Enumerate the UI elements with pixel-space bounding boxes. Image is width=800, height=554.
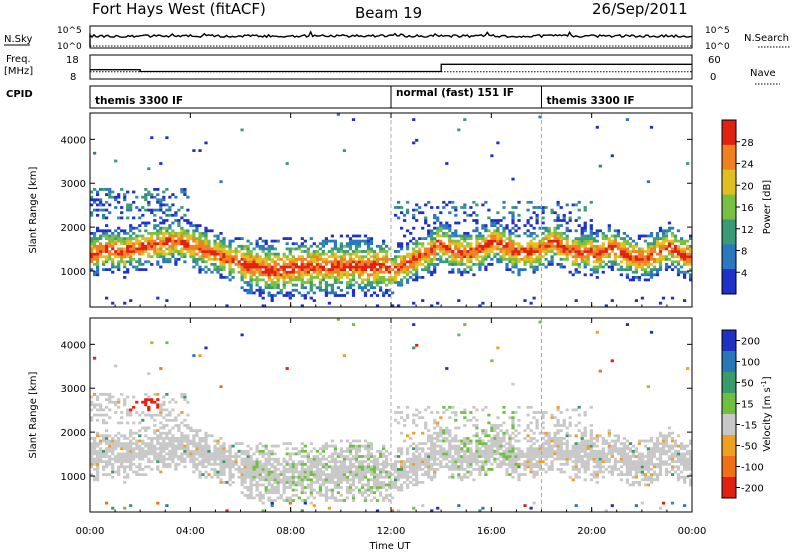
freq-right-tick-top: 60 bbox=[708, 55, 721, 66]
x-tick-label: 16:00 bbox=[477, 526, 506, 537]
velocity-colorbar-label: Velocity [m s-1] bbox=[760, 376, 773, 451]
cpid-mode-1: themis 3300 IF bbox=[95, 95, 183, 107]
power-y-ticks: 1000 2000 3000 4000 bbox=[61, 135, 692, 278]
velocity-ylabel: Slant Range [km] bbox=[28, 371, 39, 458]
cpid-strip: themis 3300 IF normal (fast) 151 IF them… bbox=[89, 85, 693, 109]
x-axis-label: Time UT bbox=[368, 541, 411, 552]
power-data-cells bbox=[90, 113, 693, 308]
noise-left-tick-bottom: 10^0 bbox=[57, 42, 82, 52]
velocity-panel: 1000 2000 3000 4000 00:00 04:00 08:00 12:00 16:… bbox=[28, 113, 706, 552]
noise-panel: 10^5 10^0 10^5 10^0 bbox=[57, 25, 730, 52]
x-tick-label: 20:00 bbox=[577, 526, 606, 537]
colorbar-tick-label: 8 bbox=[741, 247, 747, 258]
colorbar-tick-label: 15 bbox=[741, 400, 754, 411]
power-colorbar: 28 24 20 16 12 8 4 Power [dB] bbox=[721, 119, 773, 295]
y-tick-label: 1000 bbox=[61, 267, 86, 278]
cpid-mode-2: normal (fast) 151 IF bbox=[396, 87, 514, 99]
y-tick-label: 1000 bbox=[61, 472, 86, 483]
colorbar-tick-label: -15 bbox=[741, 421, 757, 432]
colorbar-tick-label: -100 bbox=[741, 463, 764, 474]
x-tick-label: 08:00 bbox=[276, 526, 305, 537]
freq-unit-label: [MHz] bbox=[4, 66, 33, 77]
noise-right-tick-bottom: 10^0 bbox=[705, 42, 730, 52]
freq-right-tick-bottom: 0 bbox=[710, 72, 716, 83]
noise-left-tick-top: 10^5 bbox=[57, 26, 82, 36]
frequency-line bbox=[90, 63, 692, 73]
power-panel: 1000 2000 3000 4000 Slant Range [km] bbox=[28, 112, 693, 308]
x-tick-label: 12:00 bbox=[377, 526, 406, 537]
velocity-data-cells bbox=[90, 318, 693, 513]
colorbar-tick-label: 16 bbox=[741, 203, 754, 214]
nsearch-label: N.Search bbox=[744, 33, 789, 44]
colorbar-tick-label: 100 bbox=[741, 358, 760, 369]
plot-title: Fort Hays West (fitACF) bbox=[92, 0, 266, 18]
colorbar-tick-label: -50 bbox=[741, 442, 757, 453]
colorbar-tick-label: 200 bbox=[741, 337, 760, 348]
date-label: 26/Sep/2011 bbox=[592, 0, 688, 18]
cpid-label: CPID bbox=[6, 89, 33, 100]
cpid-mode-3: themis 3300 IF bbox=[547, 95, 635, 107]
beam-label: Beam 19 bbox=[355, 4, 422, 22]
velocity-y-ticks: 1000 2000 3000 4000 bbox=[61, 340, 692, 483]
freq-left-tick-bottom: 8 bbox=[70, 72, 76, 83]
y-tick-label: 2000 bbox=[61, 223, 86, 234]
freq-label: Freq. bbox=[6, 54, 31, 65]
colorbar-tick-label: -200 bbox=[741, 484, 764, 495]
x-tick-label: 00:00 bbox=[76, 526, 105, 537]
y-tick-label: 2000 bbox=[61, 428, 86, 439]
freq-left-tick-top: 18 bbox=[66, 55, 79, 66]
colorbar-tick-label: 28 bbox=[741, 138, 754, 149]
power-ylabel: Slant Range [km] bbox=[28, 166, 39, 253]
colorbar-tick-label: 50 bbox=[741, 379, 754, 390]
colorbar-tick-label: 24 bbox=[741, 160, 754, 171]
x-tick-label: 04:00 bbox=[176, 526, 205, 537]
nave-label: Nave bbox=[750, 68, 776, 79]
colorbar-tick-label: 4 bbox=[741, 268, 747, 279]
colorbar-tick-label: 20 bbox=[741, 181, 754, 192]
nsky-label: N.Sky bbox=[4, 34, 32, 45]
noise-sky-line bbox=[89, 30, 692, 47]
frequency-panel: 18 8 60 0 bbox=[66, 54, 721, 83]
y-tick-label: 3000 bbox=[61, 179, 86, 190]
y-tick-label: 4000 bbox=[61, 135, 86, 146]
velocity-colorbar: 200 100 50 15 -15 -50 -100 -200 Velocity [m s-1… bbox=[721, 329, 773, 499]
x-tick-label: 00:00 bbox=[678, 526, 707, 537]
colorbar-tick-label: 12 bbox=[741, 225, 754, 236]
power-colorbar-label: Power [dB] bbox=[762, 180, 773, 235]
time-x-ticks: 00:00 04:00 08:00 12:00 16:00 20:00 00:00 bbox=[76, 113, 707, 537]
noise-right-tick-top: 10^5 bbox=[705, 26, 730, 36]
y-tick-label: 3000 bbox=[61, 384, 86, 395]
y-tick-label: 4000 bbox=[61, 340, 86, 351]
